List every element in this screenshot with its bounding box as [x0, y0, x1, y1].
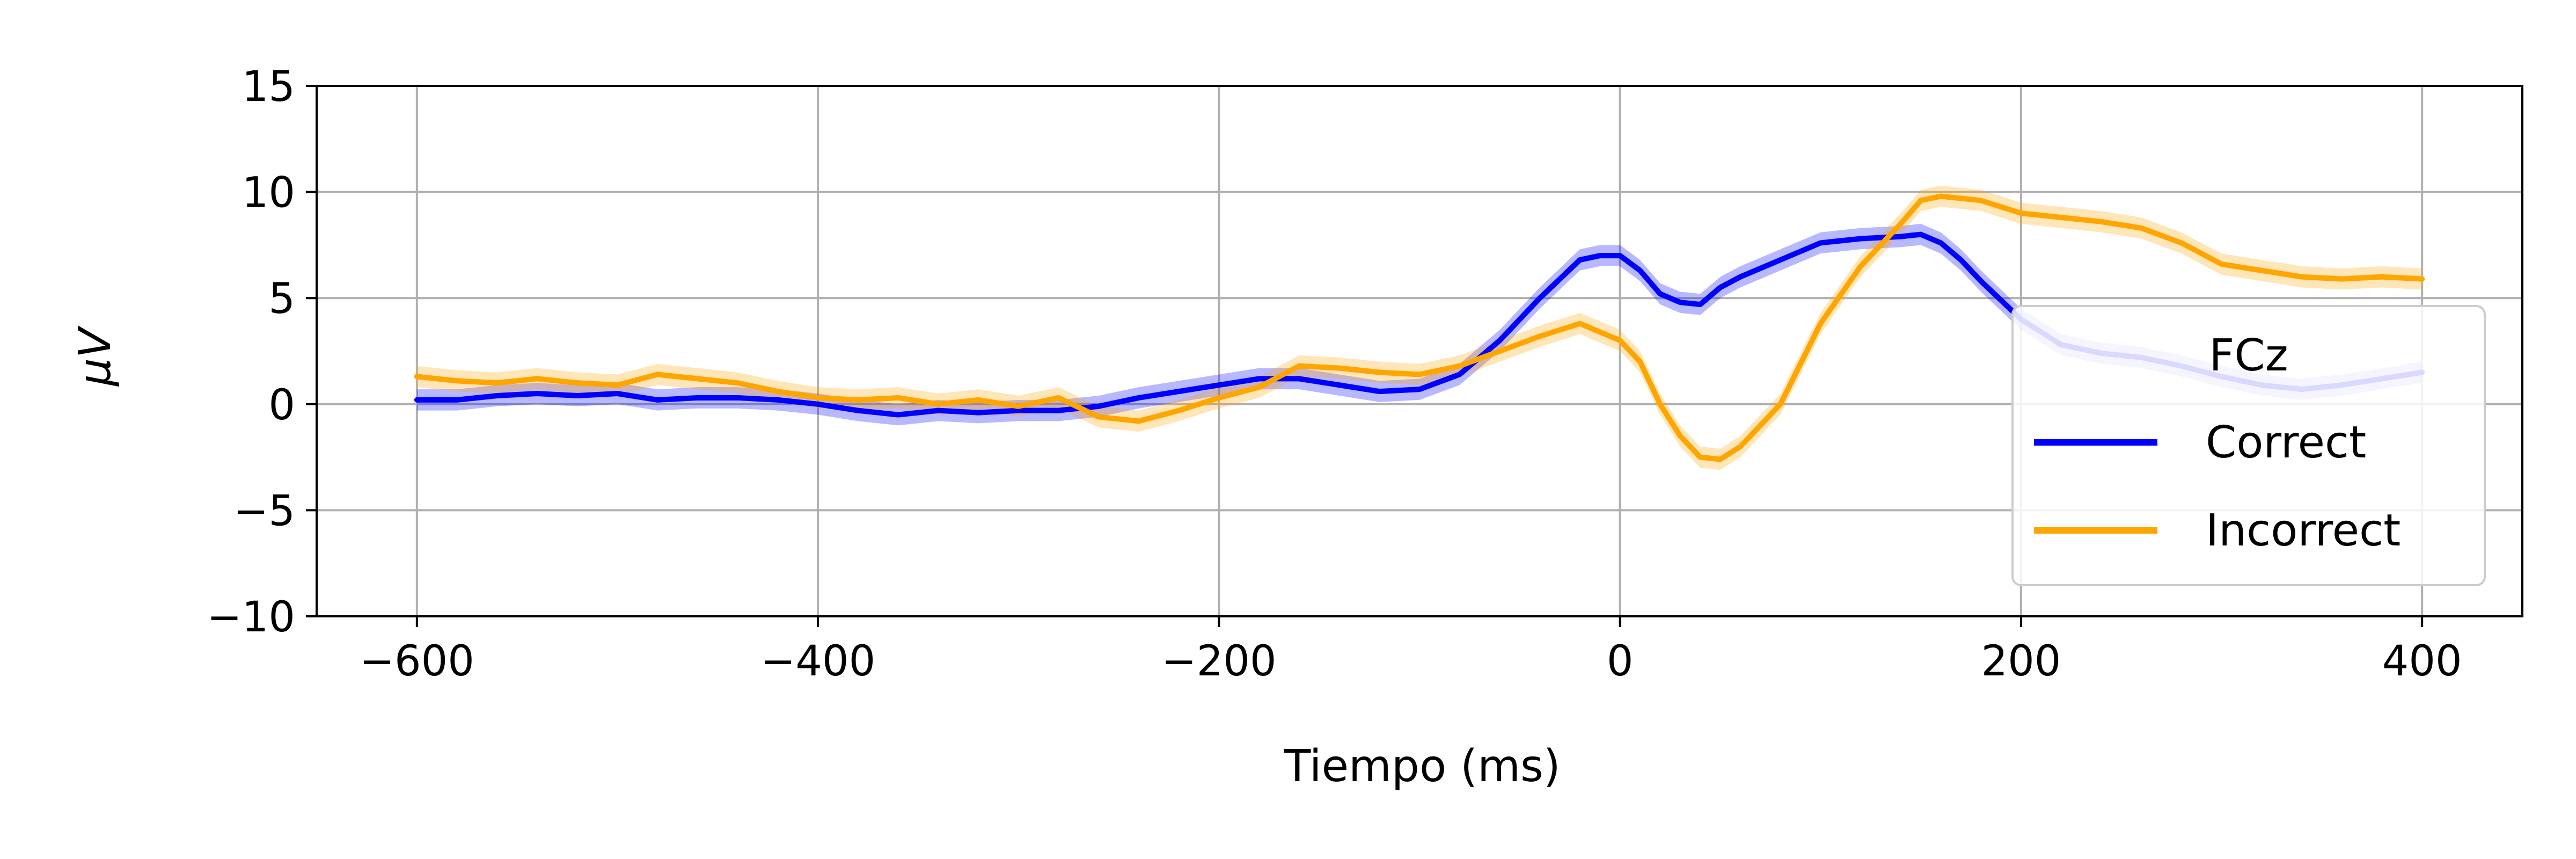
legend-label-correct: Correct — [2206, 417, 2366, 468]
ticks: −600 −400 −200 0 200 400 −10 −5 0 5 10 15 — [207, 63, 2462, 686]
x-tick-label: −200 — [1161, 637, 1276, 686]
y-axis-label: μV — [70, 325, 121, 387]
x-tick-label: 200 — [1981, 637, 2061, 686]
x-axis-label: Tiempo (ms) — [1283, 741, 1561, 792]
axes-frame — [316, 85, 2523, 617]
y-tick-label: 10 — [242, 169, 295, 217]
legend-title: FCz — [2209, 330, 2288, 381]
line-incorrect — [414, 193, 2425, 462]
x-tick-label: 400 — [2382, 637, 2462, 686]
y-tick-label: −10 — [207, 593, 295, 642]
x-tick-label: −400 — [760, 637, 875, 686]
legend-label-incorrect: Incorrect — [2206, 505, 2401, 556]
legend: FCz Correct Incorrect — [2011, 305, 2486, 586]
y-tick-label: 15 — [242, 63, 295, 111]
x-tick-label: 0 — [1607, 637, 1634, 686]
x-tick-label: −600 — [360, 637, 474, 686]
y-tick-label: −5 — [233, 487, 295, 535]
y-tick-label: 5 — [268, 275, 295, 323]
y-tick-label: 0 — [268, 381, 295, 430]
legend-box — [2011, 305, 2486, 586]
